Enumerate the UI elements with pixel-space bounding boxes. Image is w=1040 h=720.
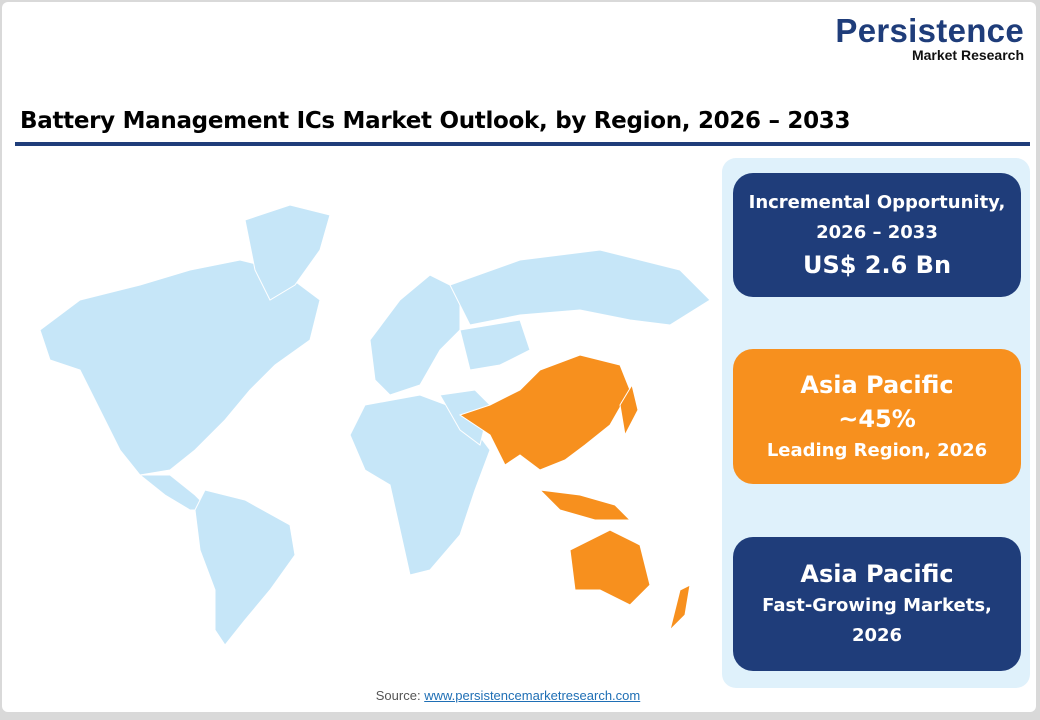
page-title: Battery Management ICs Market Outlook, b… <box>20 108 851 134</box>
map-japan <box>619 383 639 437</box>
card-year: 2026 <box>851 625 903 646</box>
map-russia <box>449 249 711 326</box>
logo-sub-text: Market Research <box>911 47 1024 63</box>
world-map <box>39 204 711 646</box>
logo-main-text: Persistence <box>835 12 1024 49</box>
map-central-asia <box>459 319 531 371</box>
card-value: US$ 2.6 Bn <box>802 251 952 279</box>
map-australia <box>569 529 651 606</box>
map-south-america <box>194 489 296 646</box>
fast-growing-card: Asia Pacific Fast-Growing Markets, 2026 <box>733 537 1021 671</box>
card-caption: Fast-Growing Markets, <box>762 595 992 616</box>
card-value: ~45% <box>838 404 916 433</box>
map-north-america <box>39 259 321 476</box>
card-region: Asia Pacific <box>800 370 954 399</box>
incremental-opportunity-card: Incremental Opportunity, 2026 – 2033 US$… <box>733 173 1021 297</box>
map-asia-pacific-mainland <box>458 354 631 471</box>
map-southeast-asia <box>538 489 632 521</box>
card-caption: Leading Region, 2026 <box>766 439 988 461</box>
map-europe <box>369 274 461 396</box>
title-divider <box>15 142 1030 146</box>
source-link[interactable]: www.persistencemarketresearch.com <box>424 688 641 703</box>
source-label: Source: <box>375 688 421 703</box>
persistence-logo: Persistence Market Research <box>835 12 1024 63</box>
card-period: 2026 – 2033 <box>816 222 938 243</box>
source-line: Source: www.persistencemarketresearch.co… <box>0 688 1016 703</box>
card-label: Incremental Opportunity, <box>748 192 1006 213</box>
card-region: Asia Pacific <box>800 560 954 588</box>
leading-region-card: Asia Pacific ~45% Leading Region, 2026 <box>733 349 1021 484</box>
map-new-zealand <box>669 584 691 632</box>
map-greenland <box>244 204 331 301</box>
